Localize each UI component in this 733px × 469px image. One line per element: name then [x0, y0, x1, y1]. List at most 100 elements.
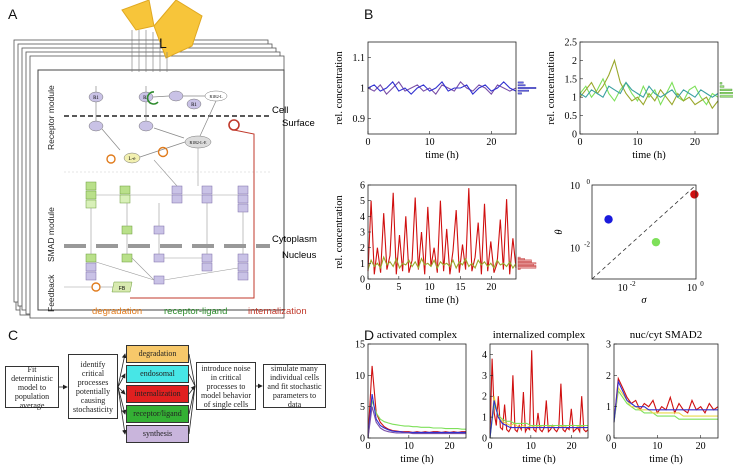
- histogram-bar-b2: [719, 88, 733, 91]
- histogram-bar-b3: [517, 263, 534, 266]
- histogram-bar-b1: [517, 87, 537, 89]
- x-tick-label: 0: [578, 137, 583, 148]
- series-line-b1-1: [367, 81, 517, 95]
- x-tick-label: 20: [696, 441, 706, 452]
- chart-b2: 0 10 20 0 0.5 1 1.5 2 2.5 time (h) rel. concentrat…: [546, 38, 733, 161]
- x-tick-exponent: -2: [630, 280, 636, 288]
- process-receptor-ligand: receptor/ligand: [126, 405, 189, 423]
- chart-title: activated complex: [377, 329, 458, 341]
- y-tick-exponent: -2: [584, 241, 590, 249]
- panel-letter-a: A: [8, 6, 18, 22]
- x-tick-exponent: 0: [700, 280, 704, 288]
- y-axis-label: θ: [554, 229, 565, 234]
- x-axis-label: time (h): [425, 150, 459, 161]
- flow-step-2: identify critical processes potentially …: [68, 354, 118, 419]
- y-tick-label: 2: [482, 392, 487, 403]
- x-tick-label: 10: [687, 283, 697, 294]
- series-line-d2-3: [489, 400, 588, 439]
- y-tick-label: 10: [570, 244, 580, 255]
- x-tick-label: 20: [486, 137, 496, 148]
- label-cell: Cell: [272, 105, 288, 116]
- chart-title: nuc/cyt SMAD2: [630, 329, 702, 341]
- diagonal-line: [591, 184, 697, 280]
- receptor-ligand-marker: [146, 91, 159, 105]
- x-tick-label: 15: [456, 282, 466, 293]
- svg-text:R1: R1: [93, 96, 99, 101]
- svg-text:L-e: L-e: [129, 157, 137, 162]
- y-tick-label: 0: [360, 275, 365, 286]
- histogram-bar-b3: [517, 266, 537, 269]
- x-tick-label: 0: [366, 441, 371, 452]
- y-tick-label: 4: [482, 350, 487, 361]
- series-line-b2-0: [579, 77, 719, 106]
- label-nucleus: Nucleus: [282, 250, 317, 261]
- flow-step-4: simulate many individual cells and fit s…: [263, 364, 326, 409]
- y-axis-label: rel. concentration: [546, 51, 557, 125]
- receptor-nodes: R1 R2 R1 R1R2-L R1R2-L-E L-e: [88, 90, 228, 164]
- axes-frame-b4: [591, 184, 697, 280]
- y-tick-label: 0.5: [565, 111, 578, 122]
- histogram-bar-b3: [517, 258, 525, 261]
- axes-frame-b1: [367, 41, 517, 135]
- series-line-d1-2: [367, 394, 466, 439]
- x-axis-label: time (h): [649, 454, 683, 465]
- panel-letter-c: C: [8, 327, 19, 343]
- series-line-d1-3: [367, 406, 466, 439]
- flowchart: Fit deterministic model to population av…: [0, 0, 360, 469]
- smad-nuc-nodes: [85, 253, 249, 285]
- y-tick-label: 1: [360, 259, 365, 270]
- y-tick-label: 0: [572, 130, 577, 141]
- histogram-bar-b1: [517, 92, 522, 95]
- x-axis-label: time (h): [522, 454, 556, 465]
- series-line-b3-0: [367, 188, 517, 275]
- x-tick-label: 0: [366, 282, 371, 293]
- series-line-b1-0: [367, 81, 517, 95]
- x-tick-label: 20: [445, 441, 455, 452]
- panel-letter-b: B: [364, 6, 374, 22]
- label-surface: Surface: [282, 118, 315, 129]
- histogram-bar-b2: [719, 92, 733, 95]
- histogram-bar-b3: [517, 261, 532, 263]
- legend-internalization: internalization: [248, 306, 307, 317]
- series-line-d1-0: [367, 365, 466, 439]
- histogram-bar-b3: [517, 268, 521, 270]
- histogram-bar-b1: [517, 81, 524, 84]
- y-tick-label: 10: [570, 181, 580, 192]
- smad-cyto-nodes: [85, 181, 249, 235]
- x-tick-label: 10: [404, 441, 414, 452]
- scatter-point-1: [651, 237, 661, 247]
- axes-frame-d3: [613, 343, 719, 439]
- y-tick-label: 2: [360, 243, 365, 254]
- series-line-b3-1: [367, 255, 517, 270]
- x-tick-label: 20: [690, 137, 700, 148]
- svg-text:R1R2-L: R1R2-L: [209, 94, 223, 99]
- y-tick-label: 2: [606, 371, 611, 382]
- y-tick-label: 0: [606, 434, 611, 445]
- histogram-bar-b3: [517, 265, 537, 268]
- y-tick-label: 1: [360, 84, 365, 95]
- histogram-bar-b3: [517, 262, 537, 265]
- histogram-bar-b1: [517, 89, 530, 92]
- legend-receptor-ligand: receptor-ligand: [164, 306, 227, 317]
- x-tick-label: 10: [526, 441, 536, 452]
- network-diagram: L Receptor module SMAD module Feedback C…: [13, 0, 317, 319]
- series-line-d2-0: [489, 350, 589, 439]
- y-tick-label: 3: [606, 340, 611, 351]
- x-axis-label: time (h): [632, 150, 666, 161]
- series-line-d3-1: [613, 389, 718, 423]
- axes-frame-d1: [367, 343, 467, 439]
- series-line-d3-0: [613, 376, 719, 423]
- x-tick-label: 0: [488, 441, 493, 452]
- series-line-b2-2: [579, 81, 719, 99]
- axes-frame-b3: [367, 184, 517, 280]
- process-internalization: internalization: [126, 385, 189, 403]
- svg-text:R1R2-L-E: R1R2-L-E: [190, 140, 207, 145]
- scatter-point-0: [604, 215, 613, 224]
- x-tick-label: 10: [652, 441, 662, 452]
- y-tick-label: 1: [572, 93, 577, 104]
- panel-letter-d: D: [364, 327, 375, 343]
